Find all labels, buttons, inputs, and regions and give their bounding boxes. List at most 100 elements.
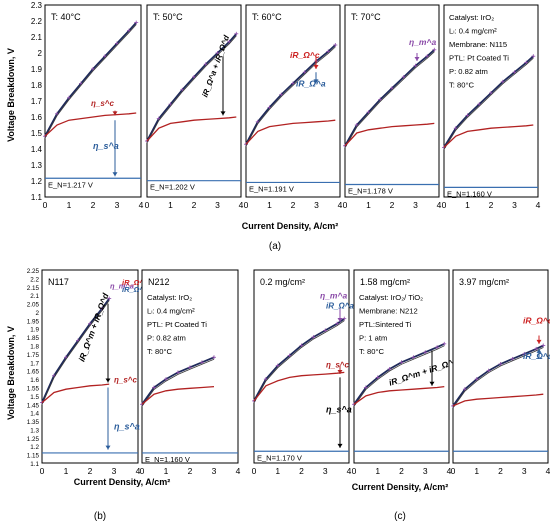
y-tick-label: 1.35 — [27, 419, 40, 426]
arrow-head — [337, 318, 343, 323]
y-tick-label: 2.15 — [27, 285, 40, 292]
x-tick-label: 2 — [188, 466, 193, 476]
info-line: PTL:Sintered Ti — [359, 320, 412, 329]
x-tick-label: 2 — [88, 466, 93, 476]
plot-frame — [146, 4, 242, 198]
info-line: Membrane: N212 — [359, 307, 418, 316]
row-a-ylabel: Voltage Breakdown, V — [6, 48, 16, 142]
x-tick-label: 1 — [168, 200, 173, 210]
series-line-model — [443, 57, 534, 150]
plot-frame — [253, 269, 350, 464]
y-tick-label: 2.3 — [31, 1, 43, 10]
series-line-model — [44, 24, 137, 139]
y-tick-label: 1.4 — [30, 411, 39, 418]
x-tick-label: 2 — [91, 200, 96, 210]
en-label: E_N=1.160 V — [447, 189, 492, 198]
y-tick-label: 2 — [38, 49, 43, 58]
panel-label: 3.97 mg/cm² — [459, 277, 509, 287]
arrow-head — [337, 370, 343, 375]
panel-label: 0.2 mg/cm² — [260, 277, 305, 287]
annotation: η_s^a — [93, 141, 119, 151]
arrow-head — [112, 172, 118, 177]
row-a-xlabel: Current Density, A/cm² — [242, 221, 339, 231]
chart-panel-a5: E_N=1.160 V Catalyst: IrO₂ Lₗ: 0.4 mg/cm² M… — [442, 4, 539, 198]
x-tick-label: 4 — [536, 200, 541, 210]
plot-frame — [452, 269, 549, 464]
x-tick-label: 3 — [323, 466, 328, 476]
x-tick-label: 1 — [366, 200, 371, 210]
x-tick-label: 3 — [314, 200, 319, 210]
x-tick-label: 3 — [512, 200, 517, 210]
arrow-head — [429, 381, 435, 386]
arrow-head — [112, 111, 118, 116]
series-line-model — [344, 51, 435, 148]
x-tick-label: 1 — [67, 200, 72, 210]
info-line: T: 80°C — [147, 347, 172, 356]
x-tick-label: 2 — [299, 466, 304, 476]
y-tick-label: 1.25 — [27, 436, 40, 443]
annotation: η_m^a — [409, 37, 436, 47]
y-tick-label: 2.2 — [31, 17, 43, 26]
plot-frame — [41, 269, 139, 464]
x-tick-label: 1 — [275, 466, 280, 476]
x-tick-label: 1 — [267, 200, 272, 210]
series-line-model — [245, 46, 336, 147]
x-tick-label: 4 — [136, 466, 141, 476]
x-tick-label: 4 — [239, 200, 244, 210]
x-tick-label: 0 — [140, 466, 145, 476]
x-tick-label: 3 — [112, 466, 117, 476]
panel-label: T: 40°C — [51, 12, 81, 22]
x-tick-label: 1 — [465, 200, 470, 210]
x-tick-label: 3 — [522, 466, 527, 476]
y-tick-label: 1.85 — [27, 335, 40, 342]
info-line: PTL: Pt Coated Ti — [449, 54, 509, 63]
x-tick-label: 2 — [498, 466, 503, 476]
chart-panel-b1: N117 η_m^aiR_Ω^ciR_Ω^aiR_Ω^m + iR_Ω^dη_s^… — [40, 269, 149, 464]
series-line-1 — [253, 371, 345, 402]
en-label: E_N=1.202 V — [150, 183, 195, 192]
x-tick-label: 4 — [447, 466, 452, 476]
x-tick-label: 0 — [343, 200, 348, 210]
en-label: E_N=1.191 V — [249, 184, 294, 193]
info-line: Lₗ: 0.4 mg/cm² — [449, 27, 497, 36]
y-tick-label: 1.3 — [31, 161, 43, 170]
annotation: η_m^a — [110, 281, 134, 290]
info-line: Lₗ: 0.4 mg/cm² — [147, 307, 195, 316]
x-tick-label: 3 — [215, 200, 220, 210]
y-tick-label: 1.2 — [30, 444, 39, 451]
plot-frame — [443, 4, 539, 198]
en-label: E_N=1.217 V — [48, 180, 93, 189]
annotation: iR_Ω^a — [296, 79, 326, 89]
arrow-head — [536, 339, 542, 344]
chart-panel-a2: E_N=1.202 VT: 50°CiR_Ω^a + iR_Ω^d — [145, 4, 242, 198]
y-tick-label: 1.5 — [31, 129, 43, 138]
panel-label: N117 — [48, 277, 69, 287]
panel-label: 1.58 mg/cm² — [360, 277, 410, 287]
info-line: P: 1 atm — [359, 334, 387, 343]
series-line-model — [452, 347, 544, 409]
series-line-1 — [141, 385, 215, 405]
arrow-head — [220, 111, 226, 116]
y-tick-label: 1.1 — [31, 193, 43, 202]
series-line-model — [253, 320, 345, 404]
y-tick-label: 1.8 — [30, 344, 39, 351]
annotation: η_s^c — [326, 360, 349, 369]
x-tick-label: 4 — [546, 466, 550, 476]
x-tick-label: 0 — [451, 466, 456, 476]
annotation: η_s^a — [114, 421, 140, 431]
x-tick-label: 0 — [252, 466, 257, 476]
series-line-1 — [344, 122, 435, 147]
en-label: E_N=1.178 V — [348, 187, 393, 196]
arrow-head — [313, 65, 319, 69]
annotation: iR_Ω^c — [523, 316, 550, 326]
chart-panel-a4: E_N=1.178 V T: 70°C η_m^a — [343, 4, 440, 198]
arrow-head — [105, 378, 111, 383]
x-tick-label: 4 — [437, 200, 442, 210]
annotation: η_s^a — [326, 405, 352, 415]
chart-panel-c3: 3.97 mg/cm² iR_Ω^c iR_Ω^a — [451, 269, 550, 464]
chart-panel-b2: E_N=1.160 V N212 Catalyst: IrO₂ Lₗ: 0.4 mg/… — [140, 269, 239, 464]
x-tick-label: 4 — [338, 200, 343, 210]
y-tick-label: 2.05 — [27, 302, 40, 309]
x-tick-label: 0 — [40, 466, 45, 476]
row-c-xlabel: Current Density, A/cm² — [352, 482, 449, 492]
